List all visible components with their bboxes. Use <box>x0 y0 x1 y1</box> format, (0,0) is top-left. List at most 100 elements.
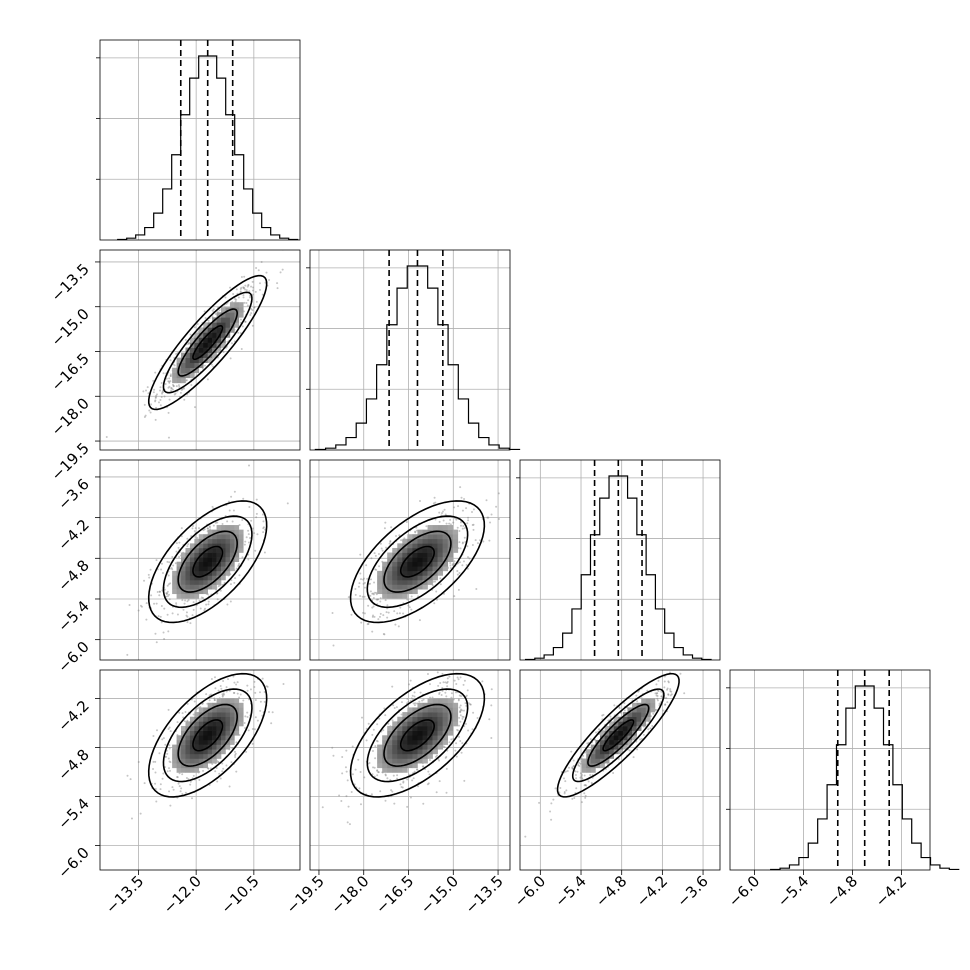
sample-point <box>666 701 669 704</box>
density-cell <box>417 726 423 731</box>
sample-point <box>655 683 658 686</box>
density-cell <box>402 753 408 759</box>
sample-point <box>657 679 660 682</box>
density-cell <box>207 721 213 727</box>
sample-point <box>170 389 173 392</box>
sample-point <box>373 581 376 584</box>
sample-point <box>587 780 590 783</box>
sample-point <box>246 304 249 307</box>
density-cell <box>377 749 383 755</box>
sample-point <box>358 787 361 790</box>
density-cell <box>382 767 388 773</box>
density-cell <box>238 312 244 318</box>
sample-point <box>354 593 357 596</box>
sample-point <box>161 738 164 741</box>
panel-3-3 <box>516 459 721 661</box>
density-cell <box>407 543 413 549</box>
sample-point <box>428 773 431 776</box>
sample-point <box>354 768 357 771</box>
density-cell <box>234 317 240 323</box>
density-cell <box>417 584 423 590</box>
sample-point <box>169 380 172 383</box>
sample-point <box>457 505 460 508</box>
x-tick-label: −4.8 <box>592 872 630 910</box>
sample-point <box>244 540 247 543</box>
sample-point <box>390 789 393 792</box>
density-cell <box>216 557 222 562</box>
sample-point <box>157 401 160 404</box>
density-cell <box>586 749 592 755</box>
contour-1 <box>399 719 435 752</box>
sample-point <box>201 596 204 599</box>
density-cell <box>212 327 217 333</box>
sample-point <box>457 678 460 681</box>
density-cell <box>437 712 443 718</box>
density-cell <box>432 575 438 581</box>
sample-point <box>256 533 259 536</box>
sample-point <box>635 694 638 697</box>
sample-point <box>410 595 413 598</box>
sample-point <box>168 726 171 729</box>
density-cell <box>407 561 413 567</box>
density-cell <box>442 534 449 540</box>
sample-point <box>217 761 220 764</box>
sample-point <box>194 710 197 713</box>
sample-point <box>215 767 218 770</box>
sample-point <box>554 787 557 790</box>
density-cell <box>229 543 235 549</box>
x-tick-label: −3.6 <box>673 872 711 910</box>
sample-point <box>247 284 250 287</box>
sample-point <box>441 686 444 689</box>
density-cell <box>198 721 204 727</box>
density-cell <box>221 698 226 704</box>
sample-point <box>130 817 133 820</box>
sample-point <box>180 527 183 530</box>
sample-point <box>570 750 573 753</box>
density-cell <box>402 547 408 553</box>
sample-point <box>434 755 437 758</box>
sample-point <box>225 764 228 767</box>
sample-point <box>476 542 479 545</box>
density-cell <box>412 716 418 722</box>
sample-point <box>164 743 167 746</box>
sample-point <box>192 608 195 611</box>
density-cell <box>452 712 459 718</box>
density-cell <box>432 749 438 755</box>
density-cell <box>234 322 240 328</box>
density-cell <box>207 730 213 736</box>
sample-point <box>169 373 172 376</box>
sample-point <box>359 594 362 597</box>
sample-point <box>152 379 155 382</box>
sample-point <box>213 698 216 701</box>
sample-point <box>563 792 566 795</box>
sample-point <box>459 740 462 743</box>
sample-point <box>345 770 348 773</box>
density-cell <box>203 589 208 595</box>
sample-point <box>402 612 405 615</box>
sample-point <box>213 699 216 702</box>
sample-point <box>163 607 166 610</box>
sample-point <box>341 756 344 759</box>
sample-point <box>376 723 379 726</box>
sample-point <box>160 604 163 607</box>
sample-point <box>359 553 362 556</box>
density-cell <box>176 566 182 572</box>
sample-point <box>359 572 362 575</box>
density-cell <box>225 543 231 549</box>
sample-point <box>203 310 206 313</box>
sample-point <box>177 782 180 785</box>
sample-point <box>166 770 169 773</box>
density-cell <box>432 698 438 704</box>
density-cell <box>427 557 433 562</box>
density-cell <box>604 735 610 741</box>
sample-point <box>252 527 255 530</box>
density-cell <box>417 529 423 535</box>
density-cell <box>198 758 204 764</box>
density-cell <box>412 753 418 759</box>
density-cell <box>422 749 428 755</box>
sample-point <box>192 525 195 528</box>
sample-point <box>158 752 161 755</box>
density-cell <box>590 753 596 759</box>
sample-point <box>656 697 659 700</box>
sample-point <box>187 543 190 546</box>
